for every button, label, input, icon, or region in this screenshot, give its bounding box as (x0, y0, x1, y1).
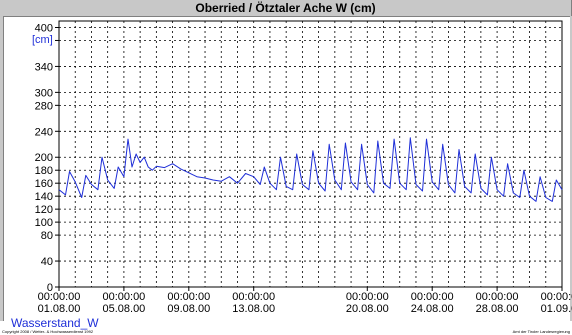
y-tick-label: 280 (35, 100, 53, 112)
x-tick-date-label: 20.08.00 (346, 303, 389, 315)
footer-right-text: Amt der Tiroler Landesregierung (512, 329, 570, 334)
y-tick-label: 0 (47, 282, 53, 294)
plot-frame (58, 20, 563, 288)
grid (59, 21, 562, 287)
x-tick-date-label: 01.09.00 (541, 303, 572, 315)
x-tick-date-label: 13.08.00 (232, 303, 275, 315)
x-tick-time-label: 00:00:00 (167, 291, 210, 303)
y-tick-label: 100 (35, 217, 53, 229)
x-axis-ticks: 00:00:0001.08.0000:00:0005.08.0000:00:00… (38, 287, 572, 315)
x-tick-time-label: 00:00:00 (411, 291, 454, 303)
y-tick-label: 240 (35, 126, 53, 138)
copyright-text: Copyright 2008 / Wetter- & Hochwasserdie… (2, 329, 94, 334)
x-tick-time-label: 00:00:00 (102, 291, 145, 303)
y-tick-label: 300 (35, 87, 53, 99)
series-layer (58, 137, 563, 202)
y-unit-label: [cm] (32, 34, 53, 46)
series-name-label: Wasserstand_W (11, 316, 99, 330)
right-frame-edge (570, 16, 572, 321)
axes (58, 20, 563, 288)
footer: Copyright 2008 / Wetter- & Hochwasserdie… (0, 329, 572, 335)
x-tick-time-label: 00:00:00 (476, 291, 519, 303)
x-tick-date-label: 09.08.00 (167, 303, 210, 315)
x-tick-time-label: 00:00:00 (38, 291, 81, 303)
y-tick-label: 160 (35, 178, 53, 190)
y-tick-label: 180 (35, 165, 53, 177)
y-tick-label: 400 (35, 22, 53, 34)
title-bar: Oberried / Ötztaler Ache W (cm) (0, 0, 572, 17)
y-tick-label: 40 (41, 256, 53, 268)
x-tick-time-label: 00:00:00 (346, 291, 389, 303)
y-tick-label: 140 (35, 191, 53, 203)
series-line-wasserstand (58, 137, 563, 202)
x-tick-date-label: 24.08.00 (411, 303, 454, 315)
y-tick-label: 340 (35, 61, 53, 73)
y-tick-label: 120 (35, 204, 53, 216)
x-tick-time-label: 00:00:00 (541, 291, 572, 303)
x-tick-date-label: 28.08.00 (476, 303, 519, 315)
x-tick-time-label: 00:00:00 (232, 291, 275, 303)
chart-title: Oberried / Ötztaler Ache W (cm) (195, 1, 376, 15)
x-tick-date-label: 05.08.00 (102, 303, 145, 315)
left-frame-edge (0, 16, 4, 321)
y-tick-label: 80 (41, 230, 53, 242)
x-tick-date-label: 01.08.00 (38, 303, 81, 315)
y-tick-label: 200 (35, 152, 53, 164)
